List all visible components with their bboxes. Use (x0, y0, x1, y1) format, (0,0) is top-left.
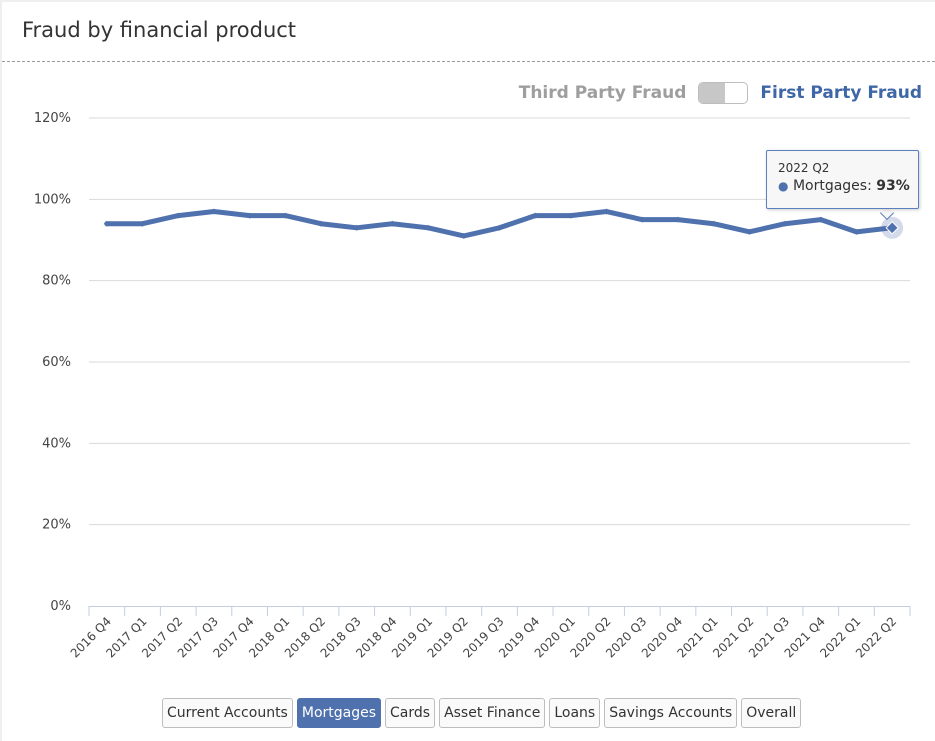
tab-asset-finance[interactable]: Asset Finance (439, 698, 546, 728)
data-point-mortgages[interactable] (603, 208, 610, 215)
data-point-mortgages[interactable] (567, 212, 574, 219)
tab-loans[interactable]: Loans (549, 698, 601, 728)
data-point-mortgages[interactable] (853, 228, 860, 235)
tab-mortgages[interactable]: Mortgages (296, 698, 382, 728)
data-point-mortgages[interactable] (532, 212, 539, 219)
data-point-mortgages[interactable] (246, 212, 253, 219)
panel-title: Fraud by financial product (22, 18, 297, 42)
data-point-mortgages[interactable] (425, 224, 432, 231)
tooltip-value: 93% (876, 178, 910, 194)
tab-cards[interactable]: Cards (385, 698, 436, 728)
data-point-mortgages[interactable] (639, 216, 646, 223)
tab-savings-accounts[interactable]: Savings Accounts (604, 698, 738, 728)
toggle-label-first-party[interactable]: First Party Fraud (760, 83, 922, 103)
data-point-mortgages[interactable] (674, 216, 681, 223)
product-tabs: Current Accounts Mortgages Cards Asset Fina… (162, 698, 802, 728)
tooltip-series-dot-icon: ● (778, 179, 789, 193)
toggle-label-third-party[interactable]: Third Party Fraud (518, 83, 687, 103)
data-point-mortgages[interactable] (389, 220, 396, 227)
y-axis-ticks: 0% 20% 40% 60% 80% 100% 120% (34, 111, 71, 614)
y-tick-label: 120% (34, 111, 71, 126)
y-tick-label: 20% (42, 518, 71, 533)
data-point-mortgages[interactable] (496, 224, 503, 231)
series-mortgages (103, 208, 904, 239)
y-tick-label: 100% (34, 192, 71, 207)
data-point-mortgages[interactable] (885, 221, 899, 235)
y-tick-label: 60% (42, 355, 71, 370)
data-point-mortgages[interactable] (746, 228, 753, 235)
tab-current-accounts[interactable]: Current Accounts (162, 698, 293, 728)
fraud-type-toggle: Third Party Fraud First Party Fraud (519, 81, 922, 105)
tab-overall[interactable]: Overall (741, 698, 802, 728)
data-point-mortgages[interactable] (210, 208, 217, 215)
data-point-mortgages[interactable] (282, 212, 289, 219)
tooltip-period: 2022 Q2 (778, 161, 830, 175)
data-point-mortgages[interactable] (353, 224, 360, 231)
y-tick-label: 40% (42, 436, 71, 451)
data-point-mortgages[interactable] (139, 220, 146, 227)
y-tick-label: 80% (42, 274, 71, 289)
toggle-switch[interactable] (698, 82, 749, 104)
data-point-mortgages[interactable] (318, 220, 325, 227)
data-point-mortgages[interactable] (103, 220, 110, 227)
toggle-knob[interactable] (699, 83, 726, 103)
tooltip-row: ● Mortgages: 93% (778, 178, 910, 194)
data-point-mortgages[interactable] (782, 220, 789, 227)
y-tick-label: 0% (50, 599, 71, 614)
tooltip-series-name: Mortgages (792, 178, 868, 194)
grid-lines (89, 117, 910, 526)
data-point-mortgages[interactable] (710, 220, 717, 227)
data-point-mortgages[interactable] (817, 216, 824, 223)
series-line-mortgages (104, 209, 895, 239)
data-point-mortgages[interactable] (175, 212, 182, 219)
title-divider (2, 61, 935, 62)
data-point-mortgages[interactable] (460, 232, 467, 239)
tooltip: 2022 Q2 ● Mortgages: 93% (766, 150, 919, 209)
